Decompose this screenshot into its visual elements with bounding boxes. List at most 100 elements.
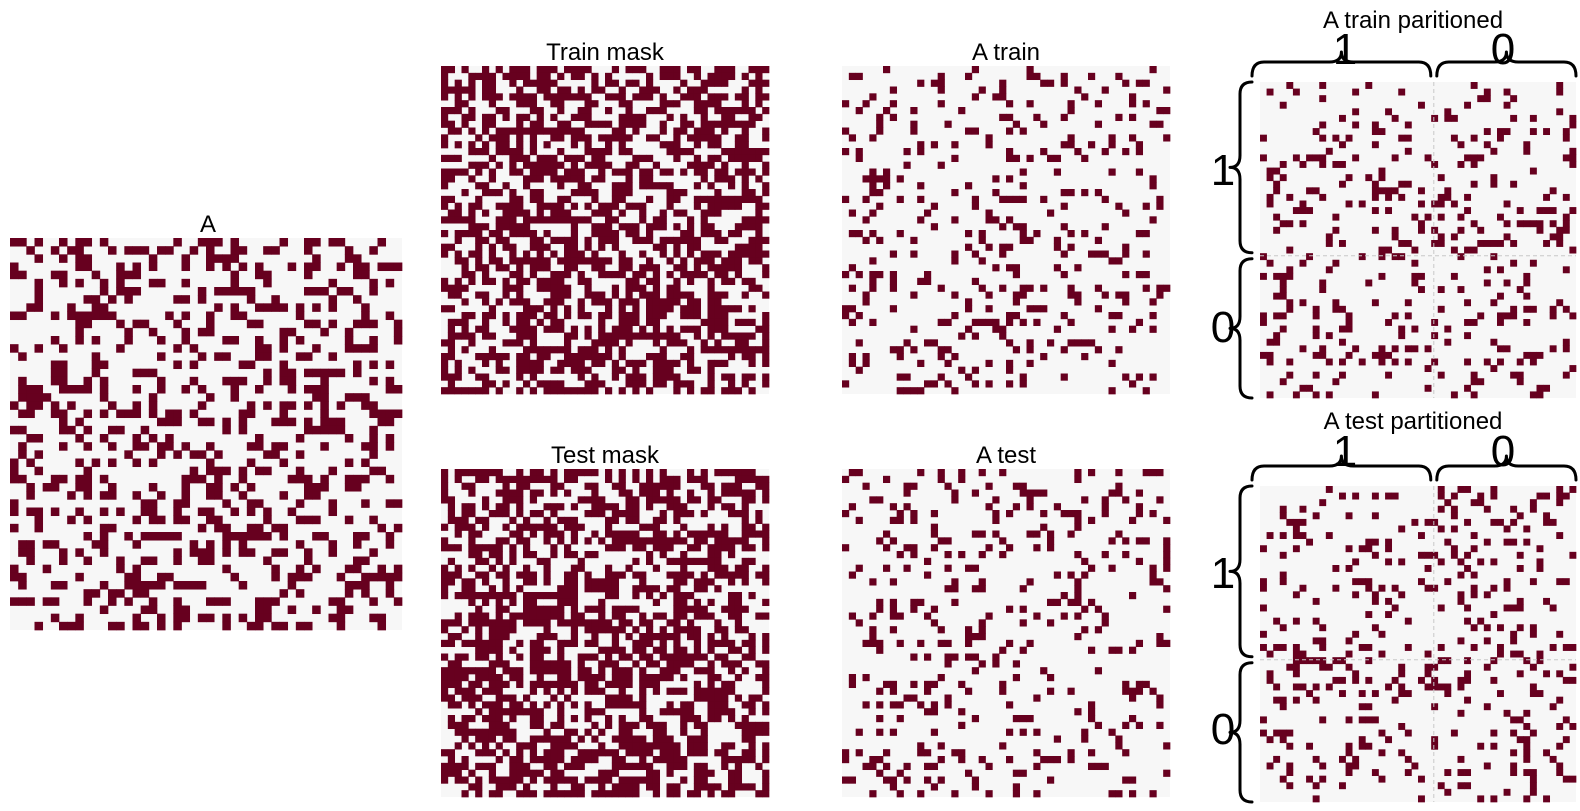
- heatmap-cell: [605, 305, 613, 313]
- heatmap-cell: [584, 749, 592, 757]
- heatmap-cell: [67, 311, 76, 321]
- heatmap-cell: [1163, 537, 1171, 545]
- heatmap-cell: [707, 154, 715, 163]
- heatmap-cell: [441, 154, 449, 163]
- heatmap-cell: [344, 287, 354, 296]
- heatmap-cell: [591, 264, 599, 272]
- heatmap-cell: [447, 332, 456, 340]
- heatmap-cell: [762, 660, 770, 668]
- heatmap-cell: [1067, 510, 1075, 518]
- heatmap-cell: [557, 680, 565, 689]
- heatmap-cell: [181, 327, 191, 337]
- heatmap-cell: [1549, 644, 1557, 651]
- heatmap-cell: [124, 532, 133, 541]
- heatmap-cell: [714, 619, 722, 627]
- heatmap-cell: [454, 373, 462, 381]
- heatmap-cell: [687, 489, 695, 497]
- heatmap-cell: [673, 598, 681, 607]
- heatmap-cell: [502, 182, 510, 190]
- heatmap-cell: [1477, 742, 1485, 750]
- heatmap-cell: [1391, 253, 1399, 261]
- heatmap-cell: [1345, 637, 1353, 645]
- heatmap-cell: [700, 557, 708, 566]
- heatmap-cell: [543, 790, 551, 798]
- heatmap-cell: [1464, 782, 1472, 790]
- heatmap-cell: [1101, 86, 1109, 94]
- heatmap-cell: [1260, 630, 1267, 638]
- heatmap-cell: [618, 783, 626, 791]
- heatmap-cell: [598, 674, 606, 682]
- heatmap-cell: [618, 571, 626, 579]
- heatmap-cell: [700, 769, 708, 777]
- heatmap-cell: [543, 605, 551, 613]
- heatmap-cell: [1497, 345, 1504, 353]
- heatmap-cell: [454, 530, 462, 538]
- heatmap-cell: [488, 154, 497, 163]
- heatmap-cell: [263, 515, 272, 525]
- heatmap-cell: [605, 592, 613, 600]
- heatmap-cell: [666, 667, 674, 675]
- heatmap-cell: [1149, 312, 1157, 320]
- heatmap-cell: [714, 469, 722, 477]
- heatmap-cell: [748, 373, 756, 381]
- heatmap-cell: [687, 380, 695, 388]
- heatmap-cell: [625, 230, 633, 238]
- heatmap-cell: [577, 154, 585, 163]
- heatmap-cell: [557, 120, 565, 128]
- heatmap-cell: [50, 401, 60, 410]
- heatmap-cell: [680, 571, 688, 579]
- heatmap-cell: [591, 551, 599, 559]
- heatmap-cell: [495, 756, 503, 764]
- heatmap-cell: [570, 154, 579, 163]
- heatmap-cell: [1543, 512, 1551, 520]
- heatmap-cell: [666, 66, 674, 74]
- heatmap-cell: [536, 756, 544, 764]
- heatmap-cell: [951, 189, 959, 197]
- heatmap-cell: [255, 499, 264, 508]
- heatmap-cell: [741, 168, 749, 176]
- heatmap-cell: [461, 100, 469, 108]
- heatmap-cell: [680, 605, 688, 613]
- heatmap-cell: [1319, 154, 1327, 162]
- heatmap-a: [10, 238, 403, 631]
- heatmap-cell: [584, 653, 592, 661]
- heatmap-cell: [468, 230, 476, 238]
- heatmap-cell: [564, 332, 572, 340]
- heatmap-cell: [1292, 545, 1300, 553]
- heatmap-cell: [344, 515, 354, 525]
- heatmap-cell: [1516, 604, 1524, 612]
- heatmap-cell: [618, 298, 626, 306]
- heatmap-cell: [516, 86, 524, 94]
- heatmap-cell: [862, 195, 870, 204]
- heatmap-train-mask: [441, 66, 770, 395]
- heatmap-cell: [605, 120, 613, 128]
- heatmap-cell: [1149, 66, 1157, 74]
- heatmap-cell: [529, 189, 538, 197]
- heatmap-cell: [509, 66, 517, 74]
- heatmap-cell: [721, 387, 729, 395]
- heatmap-cell: [652, 86, 661, 94]
- heatmap-cell: [482, 223, 490, 231]
- heatmap-cell: [271, 597, 280, 606]
- heatmap-cell: [1273, 729, 1281, 737]
- heatmap-cell: [482, 291, 490, 299]
- heatmap-cell: [1358, 736, 1366, 744]
- heatmap-cell: [762, 380, 770, 388]
- heatmap-cell: [666, 537, 674, 545]
- heatmap-cell: [1129, 325, 1137, 333]
- heatmap-cell: [700, 175, 708, 183]
- heatmap-cell: [1115, 482, 1123, 490]
- heatmap-cell: [509, 557, 517, 566]
- heatmap-cell: [611, 168, 620, 176]
- heatmap-cell: [1273, 644, 1281, 651]
- heatmap-cell: [591, 373, 599, 381]
- heatmap-cell: [734, 482, 743, 490]
- heatmap-cell: [930, 605, 939, 613]
- heatmap-cell: [570, 592, 579, 600]
- heatmap-cell: [687, 120, 695, 128]
- heatmap-cell: [721, 749, 729, 757]
- heatmap-cell: [1477, 154, 1485, 162]
- heatmap-cell: [1053, 168, 1062, 176]
- heatmap-cell: [611, 749, 620, 757]
- panel-title: A test: [976, 442, 1036, 469]
